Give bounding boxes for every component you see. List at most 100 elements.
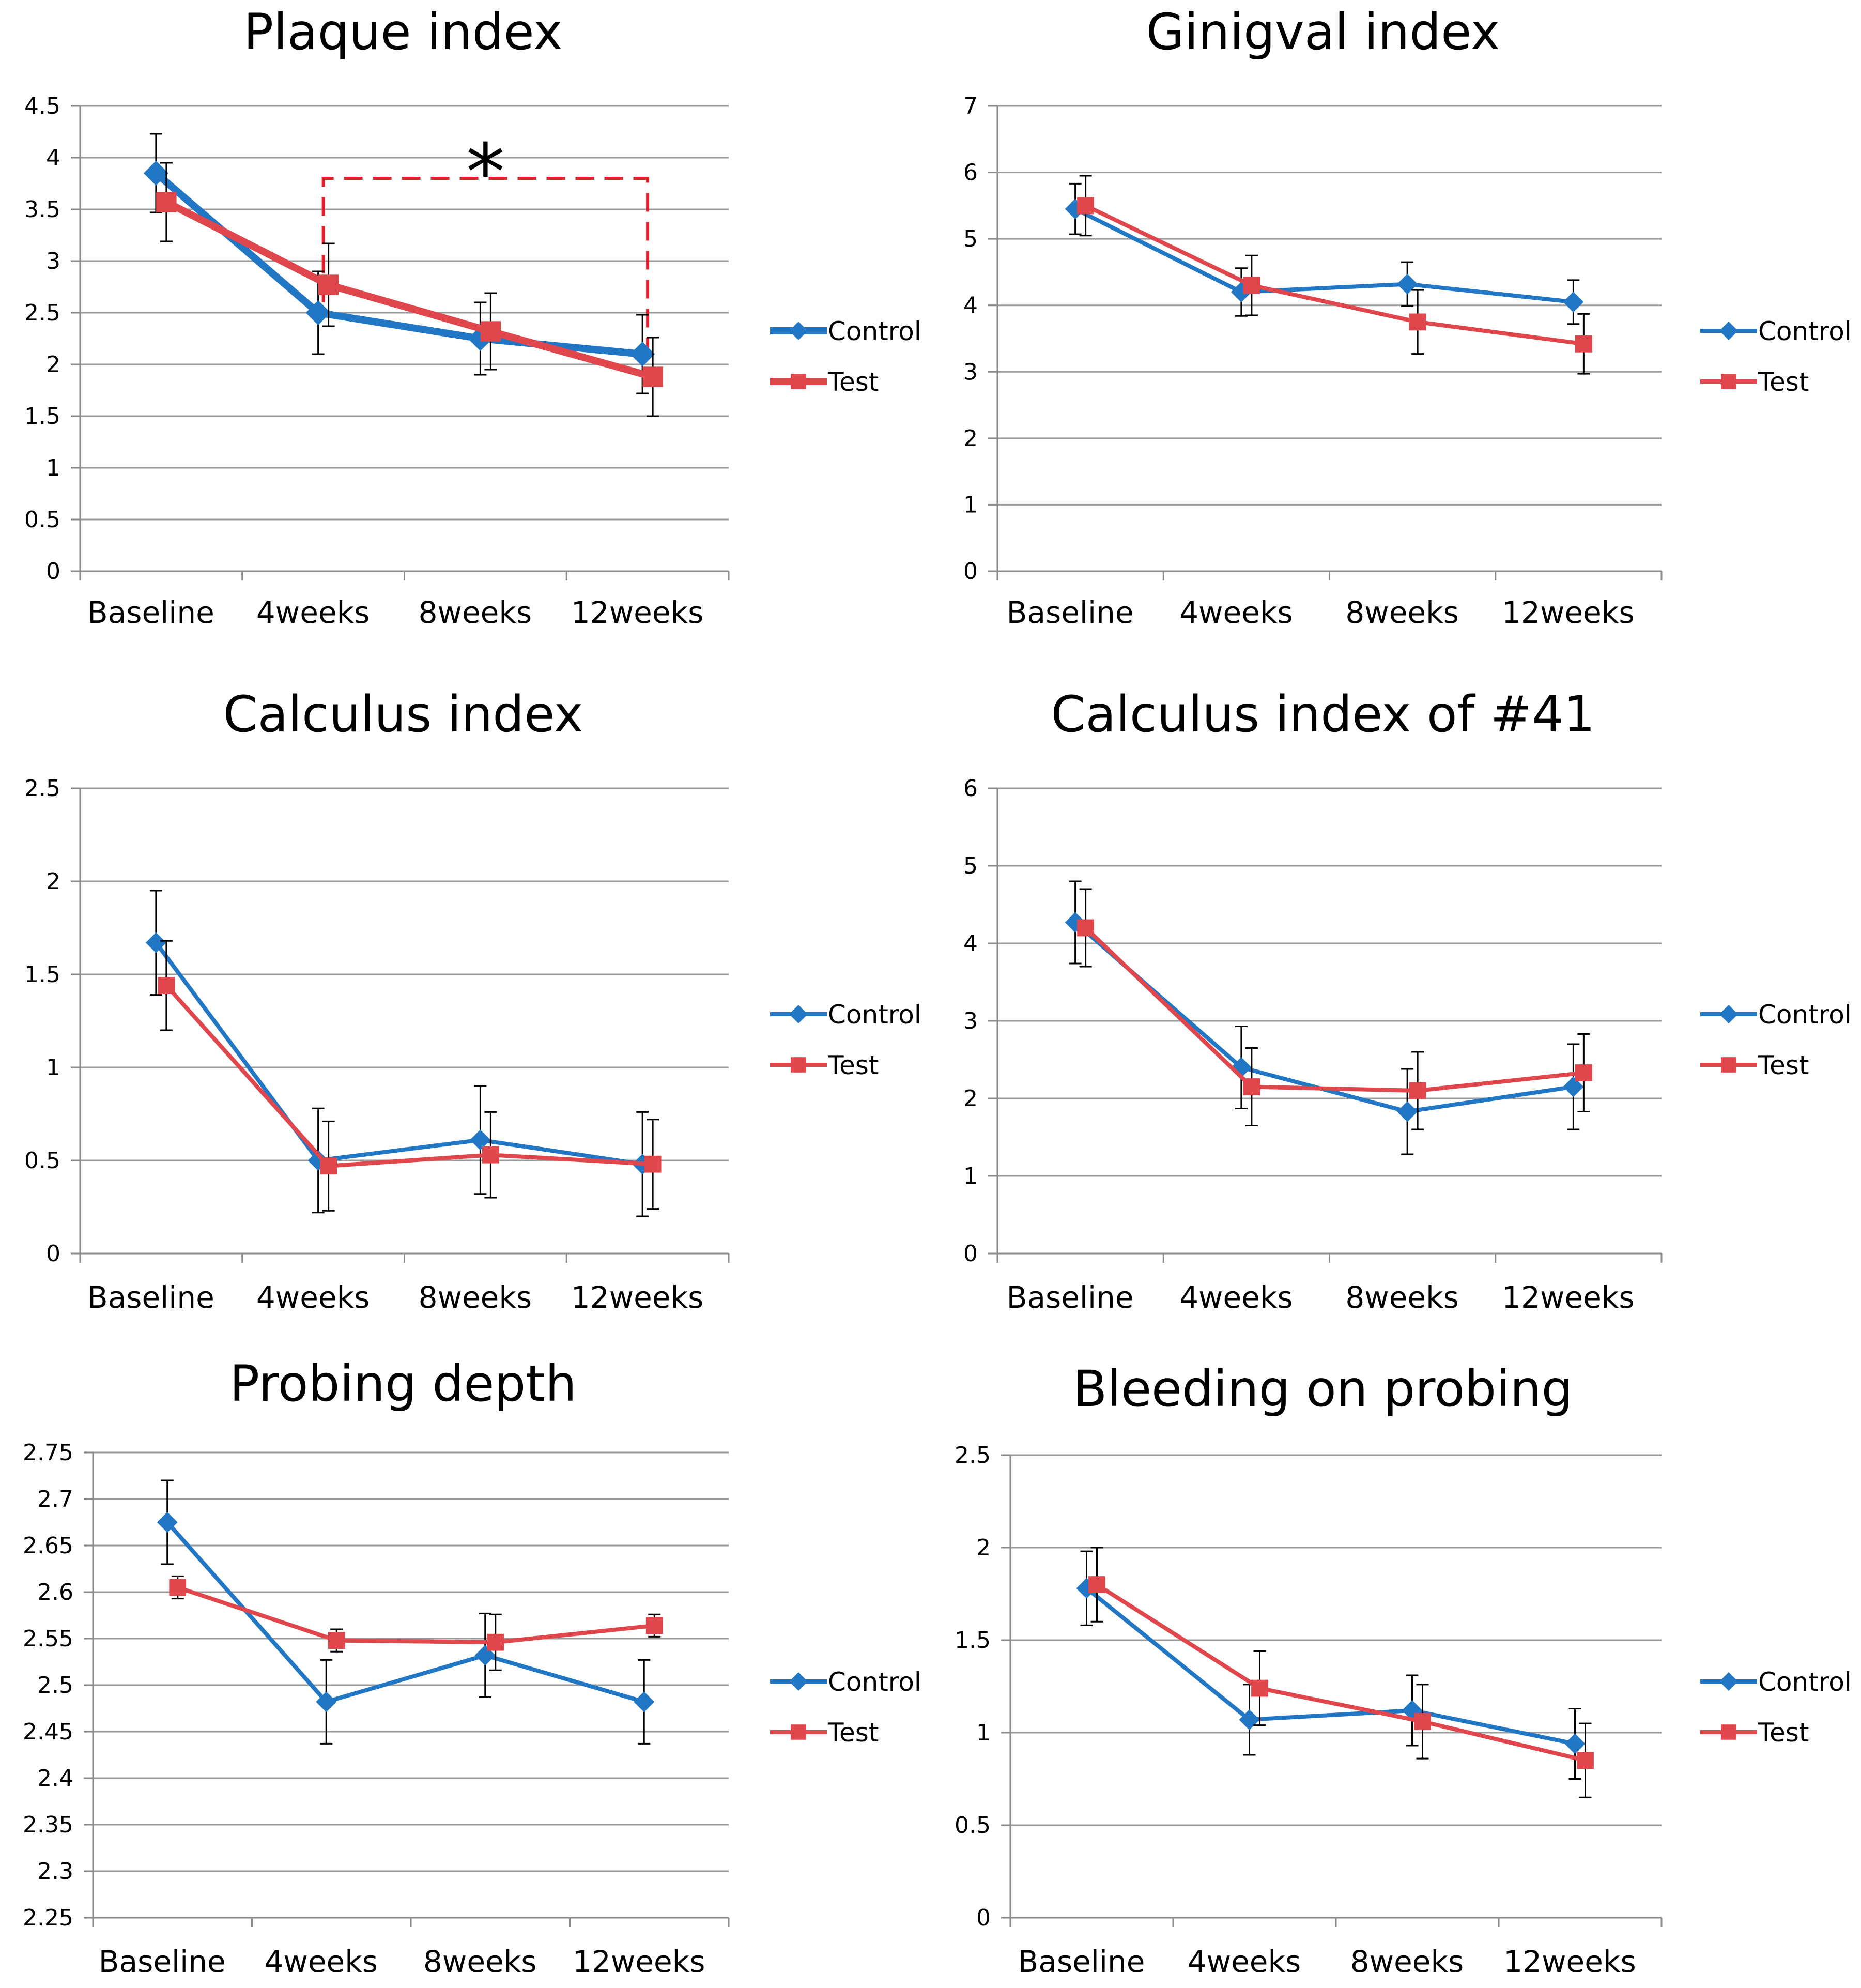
chart-panel-1: Plaque index 0 0.5 1 1.5 2 2.5 3 3.5 4 4.5 Baseline… <box>24 3 921 630</box>
y-tick-label: 3 <box>963 359 978 385</box>
data-point <box>470 1129 491 1151</box>
y-tick-label: 3.5 <box>24 196 60 223</box>
x-tick-label: 12weeks <box>1502 1280 1634 1315</box>
x-tick-label: 8weeks <box>1345 595 1459 630</box>
y-tick-label: 0.5 <box>24 507 60 533</box>
legend-marker <box>791 374 806 389</box>
y-tick-label: 1 <box>46 455 60 481</box>
chart-panel-2: Ginigval index 0 1 2 3 4 5 6 7 Baseline 4weeks 8wee… <box>963 3 1852 630</box>
data-point <box>318 274 339 295</box>
legend-entry-test: Test <box>770 1718 879 1748</box>
x-tick-label: 12weeks <box>1503 1944 1636 1979</box>
y-tick-label: 6 <box>963 160 978 186</box>
series-line <box>1084 926 1584 1093</box>
legend-label: Test <box>827 1050 879 1080</box>
data-point <box>1563 292 1584 313</box>
chart-title: Plaque index <box>243 3 562 61</box>
data-point <box>157 1512 178 1533</box>
y-tick-label: 2.25 <box>23 1905 73 1931</box>
legend-marker <box>789 1005 808 1023</box>
y-tick-label: 2.5 <box>24 775 60 802</box>
data-point <box>482 1146 499 1164</box>
y-tick-label: 1.5 <box>24 403 60 430</box>
y-tick-label: 2.75 <box>23 1440 73 1466</box>
series-line <box>1096 1583 1586 1763</box>
chart-panel-4: Calculus index of #41 0 1 2 3 4 5 6 Baseline 4wee… <box>963 685 1852 1315</box>
data-point <box>644 1155 662 1173</box>
legend-marker <box>791 1057 806 1073</box>
y-tick-label: 2.35 <box>23 1812 73 1838</box>
chart-panel-3: Calculus index 0 0.5 1 1.5 2 2.5 Baseline 4weeks… <box>24 685 921 1315</box>
data-point <box>1563 1076 1584 1097</box>
chart-title: Calculus index <box>223 685 583 743</box>
legend-entry-control: Control <box>1700 1000 1852 1030</box>
y-tick-label: 1 <box>963 492 978 518</box>
chart-title: Calculus index of #41 <box>1051 685 1595 743</box>
x-tick-label: 12weeks <box>571 595 703 630</box>
y-tick-label: 1 <box>46 1054 60 1081</box>
x-tick-label: Baseline <box>1018 1944 1145 1979</box>
chart-title: Ginigval index <box>1146 3 1500 61</box>
y-tick-label: 2 <box>963 425 978 452</box>
y-tick-label: 2.65 <box>23 1533 73 1559</box>
y-tick-label: 4.5 <box>24 93 60 119</box>
x-tick-label: 4weeks <box>1179 595 1293 630</box>
series-line <box>164 198 654 380</box>
y-tick-label: 2.6 <box>37 1579 73 1605</box>
data-point <box>1077 197 1095 215</box>
data-point <box>1251 1679 1268 1697</box>
y-tick-label: 0 <box>46 1241 60 1267</box>
x-tick-label: 8weeks <box>419 1280 532 1315</box>
legend-entry-test: Test <box>770 367 879 397</box>
data-point <box>1397 273 1418 295</box>
data-point <box>1577 1752 1594 1769</box>
series-control <box>143 133 655 394</box>
series-control <box>1065 880 1584 1155</box>
significance-bracket <box>321 177 650 370</box>
y-tick-label: 2.5 <box>24 300 60 326</box>
y-tick-label: 4 <box>963 293 978 319</box>
x-tick-label: 12weeks <box>573 1944 705 1979</box>
legend-label: Control <box>828 316 921 346</box>
legend-label: Control <box>828 1667 921 1697</box>
x-tick-label: 4weeks <box>1188 1944 1301 1979</box>
x-tick-label: 8weeks <box>423 1944 537 1979</box>
data-point <box>1243 1078 1260 1095</box>
significance-star: * <box>466 128 505 218</box>
legend-marker <box>789 1672 808 1691</box>
series-line <box>177 1585 655 1645</box>
data-point <box>480 321 501 342</box>
y-tick-label: 2.5 <box>37 1672 73 1699</box>
series-test <box>156 162 663 417</box>
legend-label: Test <box>1758 1718 1809 1748</box>
data-point <box>1575 1064 1592 1081</box>
series-control <box>145 890 653 1217</box>
data-point <box>1409 1082 1426 1099</box>
x-tick-label: Baseline <box>1007 1280 1134 1315</box>
data-point <box>158 977 175 994</box>
y-tick-label: 0 <box>46 558 60 585</box>
series-test <box>1088 1547 1594 1798</box>
x-tick-label: 12weeks <box>571 1280 703 1315</box>
legend-marker <box>791 1724 806 1740</box>
x-tick-label: 8weeks <box>1350 1944 1464 1979</box>
series-line <box>165 1521 645 1704</box>
series-line <box>153 170 643 358</box>
x-tick-label: 12weeks <box>1502 595 1634 630</box>
data-point <box>1397 1101 1418 1122</box>
legend-marker <box>1719 1005 1738 1023</box>
data-point <box>305 300 331 325</box>
series-test <box>158 940 662 1212</box>
x-tick-label: 4weeks <box>256 595 370 630</box>
data-point <box>630 342 655 366</box>
legend-marker <box>1719 1672 1738 1691</box>
y-tick-label: 2 <box>963 1085 978 1112</box>
legend-label: Control <box>1758 1667 1852 1697</box>
y-tick-label: 2 <box>46 868 60 895</box>
data-point <box>1243 277 1260 294</box>
series-line <box>1084 204 1584 346</box>
data-point <box>320 1157 337 1175</box>
y-tick-label: 6 <box>963 775 978 802</box>
legend-entry-test: Test <box>1700 1050 1809 1080</box>
legend-entry-control: Control <box>1700 316 1852 346</box>
